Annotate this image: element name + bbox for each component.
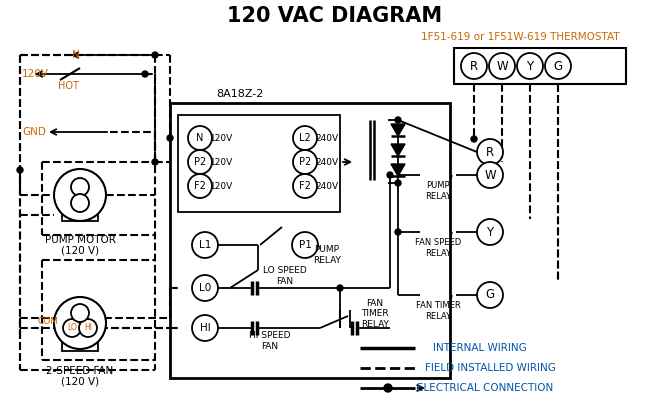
Circle shape — [17, 167, 23, 173]
Circle shape — [395, 180, 401, 186]
Circle shape — [142, 71, 148, 77]
Text: F2: F2 — [299, 181, 311, 191]
Text: ELECTRICAL CONNECTION: ELECTRICAL CONNECTION — [417, 383, 553, 393]
Polygon shape — [391, 164, 405, 176]
Text: HOT: HOT — [58, 81, 78, 91]
Circle shape — [188, 174, 212, 198]
Circle shape — [461, 53, 487, 79]
Text: 120 VAC DIAGRAM: 120 VAC DIAGRAM — [227, 6, 443, 26]
Text: 120V: 120V — [22, 69, 49, 79]
Text: P1: P1 — [299, 240, 312, 250]
Text: 2-SPEED FAN: 2-SPEED FAN — [46, 366, 114, 376]
Bar — [170, 103, 450, 378]
Circle shape — [152, 159, 158, 165]
Text: W: W — [484, 168, 496, 181]
Text: P2: P2 — [299, 157, 311, 167]
Text: FAN TIMER
RELAY: FAN TIMER RELAY — [415, 301, 460, 321]
Text: PUMP
RELAY: PUMP RELAY — [313, 245, 341, 265]
Text: 120V: 120V — [210, 134, 234, 142]
Circle shape — [293, 174, 317, 198]
Circle shape — [192, 315, 218, 341]
Text: N: N — [196, 133, 204, 143]
Circle shape — [63, 319, 81, 337]
Text: (120 V): (120 V) — [61, 376, 99, 386]
Text: 240V: 240V — [316, 181, 338, 191]
Text: 240V: 240V — [316, 158, 338, 166]
Text: R: R — [470, 59, 478, 72]
Text: PUMP
RELAY: PUMP RELAY — [425, 181, 451, 201]
Text: COM: COM — [38, 316, 58, 326]
Text: 1F51-619 or 1F51W-619 THERMOSTAT: 1F51-619 or 1F51W-619 THERMOSTAT — [421, 32, 619, 42]
Circle shape — [337, 285, 343, 291]
Text: L0: L0 — [199, 283, 211, 293]
Text: (120 V): (120 V) — [61, 245, 99, 255]
Circle shape — [517, 53, 543, 79]
Text: R: R — [486, 145, 494, 158]
Circle shape — [292, 232, 318, 258]
Bar — [62, 343, 98, 351]
Circle shape — [293, 150, 317, 174]
Circle shape — [79, 319, 97, 337]
Text: 120V: 120V — [210, 158, 234, 166]
Circle shape — [489, 53, 515, 79]
Polygon shape — [391, 144, 405, 156]
Polygon shape — [391, 124, 405, 136]
Bar — [178, 115, 340, 212]
Text: L2: L2 — [299, 133, 311, 143]
Circle shape — [471, 136, 477, 142]
Text: LO: LO — [67, 323, 77, 333]
Text: 120V: 120V — [210, 181, 234, 191]
Circle shape — [477, 282, 503, 308]
Text: N: N — [72, 50, 80, 60]
Text: W: W — [496, 59, 508, 72]
Circle shape — [54, 169, 106, 221]
Text: F2: F2 — [194, 181, 206, 191]
Bar — [62, 213, 98, 221]
Circle shape — [54, 297, 106, 349]
Text: INTERNAL WIRING: INTERNAL WIRING — [433, 343, 527, 353]
Circle shape — [188, 126, 212, 150]
Text: HI SPEED
FAN: HI SPEED FAN — [249, 331, 291, 351]
Text: G: G — [486, 289, 494, 302]
Text: Y: Y — [527, 59, 533, 72]
Text: FAN
TIMER
RELAY: FAN TIMER RELAY — [361, 299, 389, 329]
Circle shape — [71, 194, 89, 212]
Circle shape — [188, 150, 212, 174]
Text: GND: GND — [22, 127, 46, 137]
Circle shape — [71, 304, 89, 322]
Text: FAN SPEED
RELAY: FAN SPEED RELAY — [415, 238, 461, 258]
Circle shape — [192, 275, 218, 301]
Text: P2: P2 — [194, 157, 206, 167]
Text: HI: HI — [200, 323, 210, 333]
Circle shape — [293, 126, 317, 150]
Circle shape — [477, 139, 503, 165]
Circle shape — [152, 52, 158, 58]
Circle shape — [477, 219, 503, 245]
Circle shape — [71, 178, 89, 196]
Text: Y: Y — [486, 225, 494, 238]
Bar — [454, 48, 626, 84]
Text: HI: HI — [84, 323, 92, 333]
Text: PUMP MOTOR: PUMP MOTOR — [45, 235, 115, 245]
Text: LO SPEED
FAN: LO SPEED FAN — [263, 266, 307, 286]
Circle shape — [477, 162, 503, 188]
Circle shape — [395, 229, 401, 235]
Text: 8A18Z-2: 8A18Z-2 — [216, 89, 264, 99]
Circle shape — [395, 117, 401, 123]
Text: L1: L1 — [199, 240, 211, 250]
Text: FIELD INSTALLED WIRING: FIELD INSTALLED WIRING — [425, 363, 555, 373]
Circle shape — [192, 232, 218, 258]
Circle shape — [384, 384, 392, 392]
Text: 240V: 240V — [316, 134, 338, 142]
Circle shape — [545, 53, 571, 79]
Text: G: G — [553, 59, 563, 72]
Circle shape — [387, 172, 393, 178]
Circle shape — [167, 135, 173, 141]
